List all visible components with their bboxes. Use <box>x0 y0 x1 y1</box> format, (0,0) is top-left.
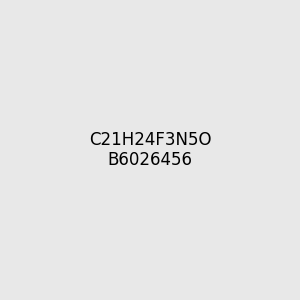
Text: C21H24F3N5O
B6026456: C21H24F3N5O B6026456 <box>89 130 211 170</box>
